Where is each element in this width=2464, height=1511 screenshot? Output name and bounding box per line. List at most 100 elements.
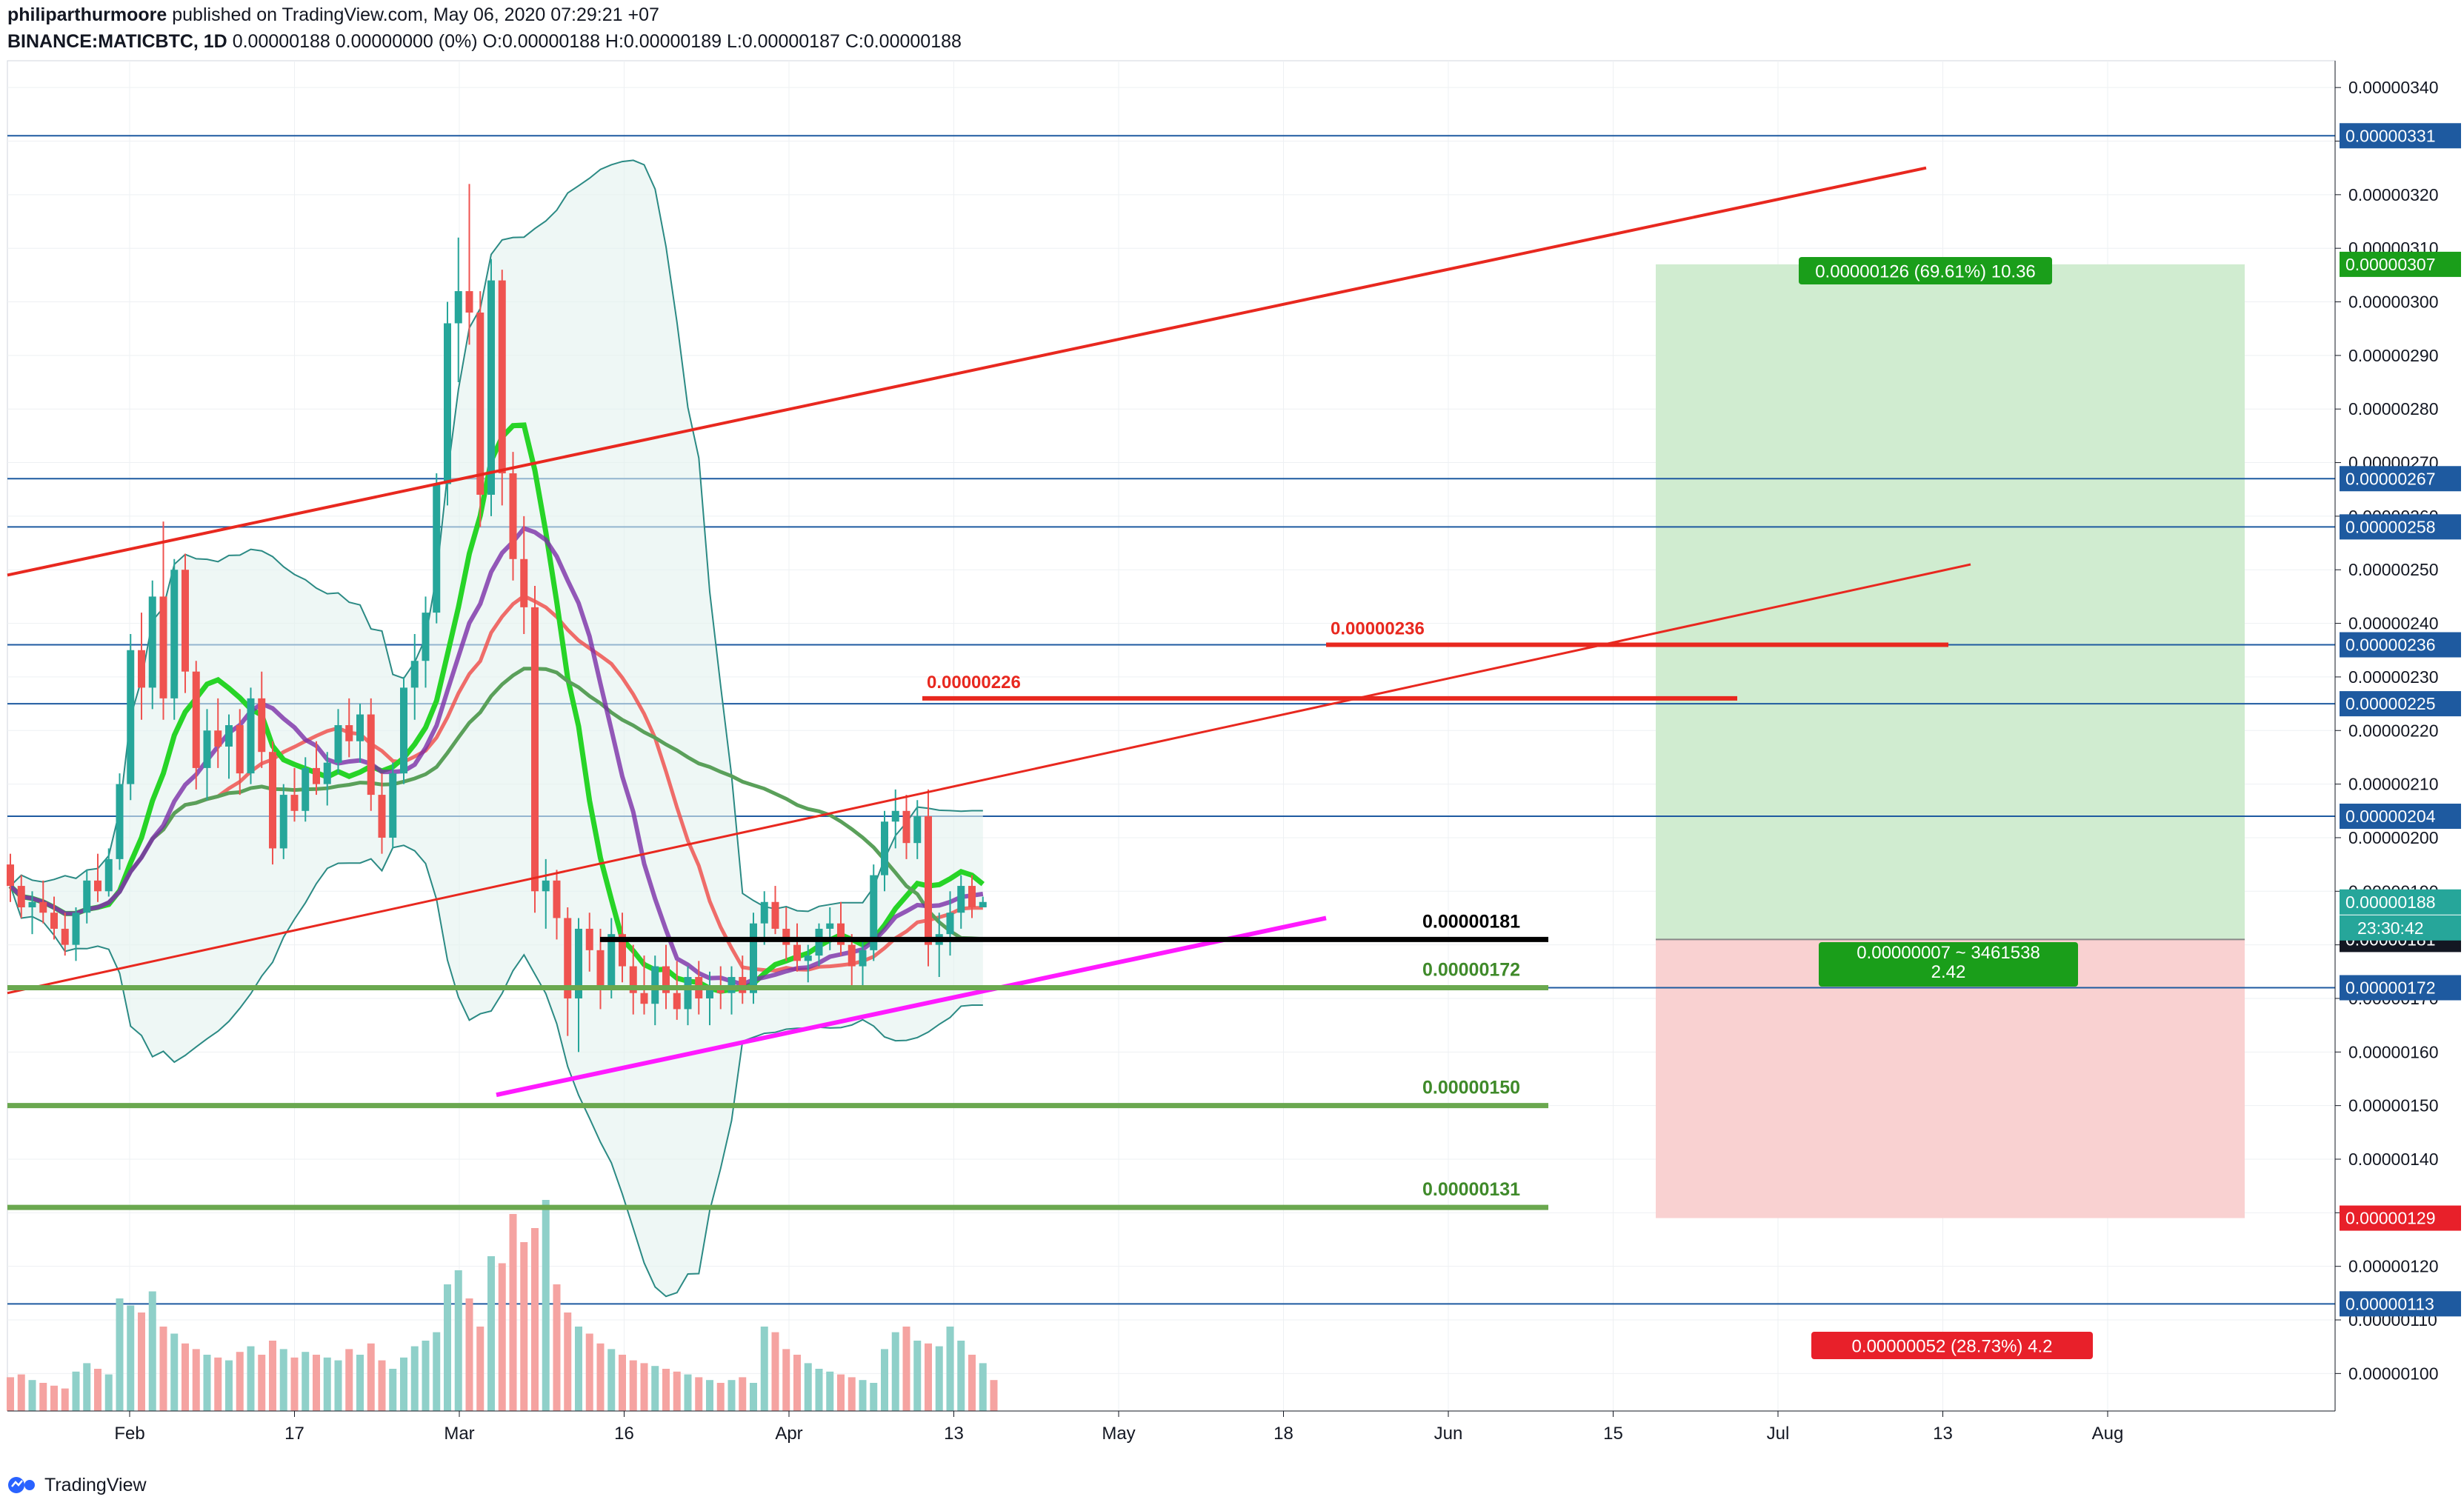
volume-bar bbox=[192, 1349, 200, 1411]
candle-body bbox=[170, 570, 179, 698]
candle-body bbox=[782, 928, 790, 945]
price-label-badge: 0.00000236 bbox=[2340, 632, 2461, 658]
svg-text:0.00000188: 0.00000188 bbox=[2345, 893, 2436, 912]
price-tick-label: 0.00000210 bbox=[2348, 775, 2439, 794]
time-tick-label: Jun bbox=[1434, 1424, 1463, 1444]
svg-text:0.00000307: 0.00000307 bbox=[2345, 255, 2436, 274]
candle-body bbox=[651, 966, 659, 1004]
candle-body bbox=[28, 901, 36, 907]
candle-body bbox=[378, 795, 386, 838]
countdown-badge bbox=[2340, 915, 2461, 941]
volume-bar bbox=[378, 1360, 386, 1411]
candle-body bbox=[596, 950, 605, 988]
symbol-name[interactable]: BINANCE:MATICBTC, 1D bbox=[7, 31, 227, 52]
volume-bar bbox=[596, 1343, 605, 1411]
red-trendline-upper bbox=[7, 166, 1927, 577]
time-tick-label: Mar bbox=[444, 1424, 474, 1444]
candle-body bbox=[345, 725, 353, 741]
volume-bar bbox=[356, 1355, 364, 1411]
target-label: 0.00000126 (69.61%) 10.36 bbox=[1799, 257, 2052, 284]
volume-bar bbox=[859, 1380, 867, 1411]
volume-bar bbox=[50, 1385, 58, 1411]
tradingview-logo-icon[interactable] bbox=[7, 1474, 37, 1496]
volume-bar bbox=[826, 1371, 834, 1411]
candle-body bbox=[815, 928, 823, 956]
candle-body bbox=[498, 280, 506, 474]
volume-bar bbox=[247, 1346, 255, 1411]
price-label-badge: 0.00000307 bbox=[2340, 251, 2461, 277]
volume-bar bbox=[629, 1360, 637, 1411]
volume-bar bbox=[225, 1360, 233, 1411]
resistance-label: 0.00000226 bbox=[927, 673, 1021, 693]
volume-bar bbox=[487, 1256, 495, 1411]
candle-body bbox=[629, 966, 637, 993]
volume-bar bbox=[848, 1377, 856, 1411]
candle-body bbox=[771, 901, 779, 929]
price-label-badge: 0.00000188 bbox=[2340, 889, 2461, 915]
volume-bar bbox=[979, 1363, 987, 1411]
svg-text:0.00000331: 0.00000331 bbox=[2345, 126, 2436, 145]
magenta-trendline bbox=[496, 915, 1327, 1098]
volume-bar bbox=[640, 1363, 648, 1411]
candle-body bbox=[826, 923, 834, 929]
chart-header: philiparthurmoore published on TradingVi… bbox=[7, 4, 1193, 56]
candle-body bbox=[148, 596, 156, 688]
svg-text:0.00000204: 0.00000204 bbox=[2345, 807, 2436, 826]
support-label: 0.00000150 bbox=[1422, 1078, 1520, 1098]
time-tick-label: 13 bbox=[944, 1424, 964, 1444]
candle-body bbox=[727, 977, 736, 993]
svg-text:0.00000052 (28.73%) 4.2: 0.00000052 (28.73%) 4.2 bbox=[1852, 1337, 2053, 1357]
volume-bar bbox=[651, 1366, 659, 1411]
time-tick-label: 13 bbox=[1933, 1424, 1953, 1444]
candle-body bbox=[17, 886, 25, 907]
time-tick-label: May bbox=[1102, 1424, 1135, 1444]
price-tick-label: 0.00000200 bbox=[2348, 828, 2439, 847]
volume-bar bbox=[422, 1341, 430, 1411]
volume-bar bbox=[968, 1355, 976, 1411]
resistance-label: 0.00000236 bbox=[1331, 619, 1425, 639]
candle-body bbox=[323, 762, 331, 784]
candle-body bbox=[673, 993, 681, 1010]
candle-body bbox=[433, 484, 441, 613]
price-tick-label: 0.00000290 bbox=[2348, 346, 2439, 365]
volume-bar bbox=[881, 1349, 888, 1411]
candle-body bbox=[848, 944, 856, 967]
volume-bar bbox=[454, 1270, 462, 1411]
support-label: 0.00000131 bbox=[1422, 1179, 1520, 1200]
time-tick-label: Aug bbox=[2092, 1424, 2124, 1444]
candle-body bbox=[302, 767, 310, 811]
candle-body bbox=[913, 816, 922, 844]
volume-bar bbox=[476, 1327, 485, 1411]
volume-bar bbox=[662, 1369, 670, 1411]
candle-body bbox=[979, 901, 987, 907]
candle-body bbox=[203, 730, 211, 768]
volume-bar bbox=[290, 1357, 299, 1411]
volume-bar bbox=[935, 1346, 943, 1411]
candle-body bbox=[925, 816, 932, 945]
red-trendline-lower bbox=[7, 563, 1971, 995]
candle-body bbox=[454, 291, 462, 324]
volume-bar bbox=[684, 1374, 692, 1411]
candle-body bbox=[214, 730, 222, 747]
volume-bar bbox=[28, 1380, 36, 1411]
candle-body bbox=[444, 323, 451, 484]
bollinger-cloud bbox=[10, 160, 983, 1297]
price-label-badge: 0.00000331 bbox=[2340, 123, 2461, 149]
tradingview-brand[interactable]: TradingView bbox=[44, 1474, 147, 1495]
volume-bar bbox=[673, 1371, 681, 1411]
volume-bar bbox=[739, 1377, 747, 1411]
candle-body bbox=[957, 886, 965, 913]
candle-body bbox=[182, 570, 189, 672]
author-name[interactable]: philiparthurmoore bbox=[7, 4, 167, 25]
svg-text:2.42: 2.42 bbox=[1931, 962, 1966, 982]
candle-body bbox=[236, 725, 244, 774]
volume-bar bbox=[116, 1298, 124, 1411]
volume-bar bbox=[72, 1371, 80, 1411]
price-tick-label: 0.00000120 bbox=[2348, 1257, 2439, 1276]
ma-long bbox=[9, 667, 983, 941]
volume-bar bbox=[891, 1332, 899, 1411]
price-tick-label: 0.00000340 bbox=[2348, 78, 2439, 97]
candle-body bbox=[7, 864, 14, 887]
